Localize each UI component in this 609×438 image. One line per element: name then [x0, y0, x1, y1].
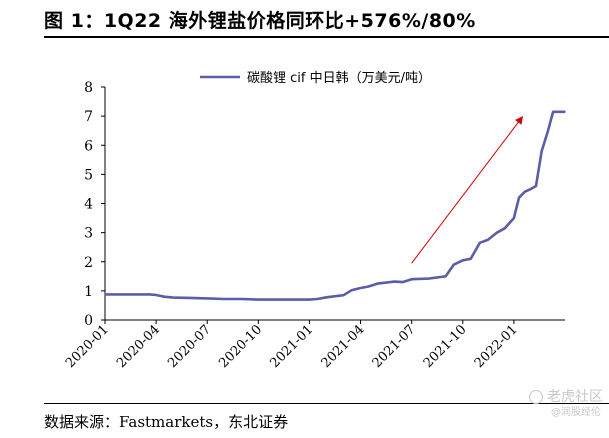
data-point: [223, 298, 226, 300]
data-point: [121, 293, 123, 296]
y-axis: 0 1 2 3 4 5 6 7 8: [84, 80, 106, 329]
watermark-text: 老虎社区: [547, 389, 603, 405]
data-point: [427, 277, 430, 280]
data-point: [257, 298, 260, 301]
data-point: [393, 280, 396, 283]
y-tick-label: 0: [84, 313, 93, 329]
x-tick-label: 2020-10: [216, 322, 265, 371]
data-point: [479, 242, 481, 244]
data-source: 数据来源：Fastmarkets，东北证券: [44, 413, 289, 431]
data-point: [444, 275, 447, 278]
data-point: [149, 293, 151, 296]
y-tick-label: 1: [84, 284, 93, 300]
x-tick-label: 2022-01: [472, 322, 521, 371]
data-point: [540, 150, 543, 152]
data-point: [240, 298, 243, 300]
chart-legend: 碳酸锂 cif 中日韩（万美元/吨）: [200, 71, 431, 86]
data-point: [316, 298, 319, 300]
y-tick-label: 6: [84, 138, 93, 154]
data-point: [206, 297, 209, 300]
x-axis: 2020-01 2020-04 2020-07 2020-10 2021-01 2021-…: [63, 319, 565, 371]
y-tick-label: 2: [84, 255, 93, 271]
data-point: [104, 293, 106, 296]
data-point: [189, 297, 191, 299]
data-point: [155, 294, 157, 296]
data-point: [523, 191, 526, 193]
x-tick-label: 2021-04: [319, 322, 368, 371]
data-point: [291, 298, 294, 301]
watermark: 老虎社区: [529, 386, 603, 406]
data-point: [325, 296, 328, 299]
data-point: [274, 298, 277, 301]
data-point: [513, 217, 515, 219]
source-rule: [44, 403, 609, 404]
x-tick-label: 2020-01: [63, 322, 112, 371]
data-point: [376, 282, 379, 285]
data-point: [308, 298, 311, 301]
data-point: [350, 289, 353, 292]
data-point: [518, 196, 520, 199]
watermark-handle: @润股经伦: [551, 407, 601, 418]
data-point: [172, 296, 174, 299]
data-point: [557, 110, 560, 113]
data-point: [547, 129, 549, 132]
data-point: [564, 110, 566, 113]
legend-label: 碳酸锂 cif 中日韩（万美元/吨）: [247, 71, 431, 86]
figure-title: 图 1：1Q22 海外锂盐价格同环比+576%/80%: [44, 10, 476, 32]
y-tick-label: 8: [84, 80, 93, 96]
data-point: [496, 231, 498, 234]
x-tick-label: 2021-10: [421, 322, 470, 371]
data-point: [359, 287, 362, 289]
y-tick-label: 5: [84, 167, 93, 183]
title-rule: [44, 36, 609, 38]
data-point: [452, 263, 455, 266]
data-point: [469, 258, 472, 260]
data-point: [461, 259, 464, 262]
data-point: [342, 294, 345, 297]
series-layer: [104, 110, 566, 301]
data-point: [410, 278, 413, 281]
data-point: [552, 110, 554, 113]
data-point: [367, 285, 370, 288]
trend-arrow: [411, 115, 524, 264]
x-tick-label: 2020-04: [114, 322, 163, 371]
annotation-layer: [411, 115, 524, 264]
series-line-lithium-carbonate: [105, 110, 565, 301]
data-point: [504, 227, 506, 230]
data-point: [530, 188, 532, 190]
y-tick-label: 7: [84, 109, 93, 125]
x-tick-label: 2021-07: [370, 322, 419, 371]
y-tick-label: 4: [84, 197, 93, 213]
data-point: [138, 293, 140, 296]
data-point: [401, 281, 404, 283]
x-tick-label: 2020-07: [165, 322, 214, 371]
data-point: [435, 276, 438, 279]
data-point: [486, 239, 489, 241]
tiger-logo-icon: [529, 390, 543, 404]
data-point: [163, 295, 165, 298]
y-tick-label: 3: [84, 226, 93, 242]
x-tick-label: 2021-01: [267, 322, 316, 371]
data-point: [535, 185, 537, 187]
